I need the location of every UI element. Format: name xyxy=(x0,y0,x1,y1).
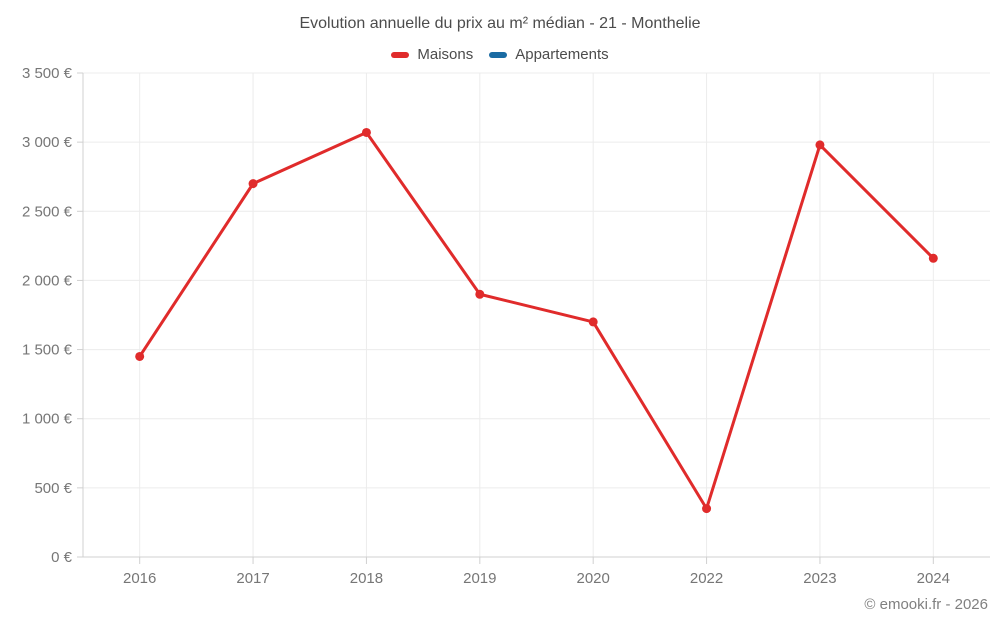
legend-label-maisons: Maisons xyxy=(417,46,474,63)
appartements-series-swatch-icon xyxy=(489,51,508,58)
data-point-maisons-2016[interactable] xyxy=(135,351,145,361)
y-tick-label: 3 500 € xyxy=(22,65,73,82)
x-tick-label: 2020 xyxy=(577,570,610,587)
x-tick-label: 2023 xyxy=(803,570,836,587)
y-tick-label: 0 € xyxy=(51,549,73,566)
data-point-maisons-2023[interactable] xyxy=(815,140,825,150)
x-tick-label: 2016 xyxy=(123,570,156,587)
y-tick-label: 2 000 € xyxy=(22,272,73,289)
x-tick-label: 2024 xyxy=(917,570,950,587)
y-tick-label: 2 500 € xyxy=(22,203,73,220)
data-point-maisons-2024[interactable] xyxy=(928,253,938,263)
series-line-maisons xyxy=(138,130,935,511)
data-point-maisons-2017[interactable] xyxy=(248,179,258,189)
x-tick-label: 2019 xyxy=(463,570,496,587)
data-point-maisons-2022[interactable] xyxy=(702,504,712,514)
x-tick-label: 2017 xyxy=(236,570,269,587)
data-point-maisons-2018[interactable] xyxy=(361,127,371,137)
y-tick-label: 500 € xyxy=(34,480,72,497)
chart-title: Evolution annuelle du prix au m² médian … xyxy=(299,15,701,32)
x-tick-label: 2022 xyxy=(690,570,723,587)
legend-item-appartements[interactable]: Appartements xyxy=(489,46,609,63)
x-tick-label: 2018 xyxy=(350,570,383,587)
data-point-maisons-2019[interactable] xyxy=(475,289,485,299)
legend-label-appartements: Appartements xyxy=(515,46,609,63)
y-tick-label: 1 500 € xyxy=(22,342,73,359)
chart-legend: Maisons Appartements xyxy=(0,46,1000,63)
data-point-maisons-2020[interactable] xyxy=(588,317,598,327)
legend-item-maisons[interactable]: Maisons xyxy=(391,46,473,63)
y-tick-label: 3 000 € xyxy=(22,134,73,151)
copyright-text: © emooki.fr - 2026 xyxy=(864,596,988,613)
y-tick-label: 1 000 € xyxy=(22,411,73,428)
maisons-series-swatch-icon xyxy=(391,51,410,58)
